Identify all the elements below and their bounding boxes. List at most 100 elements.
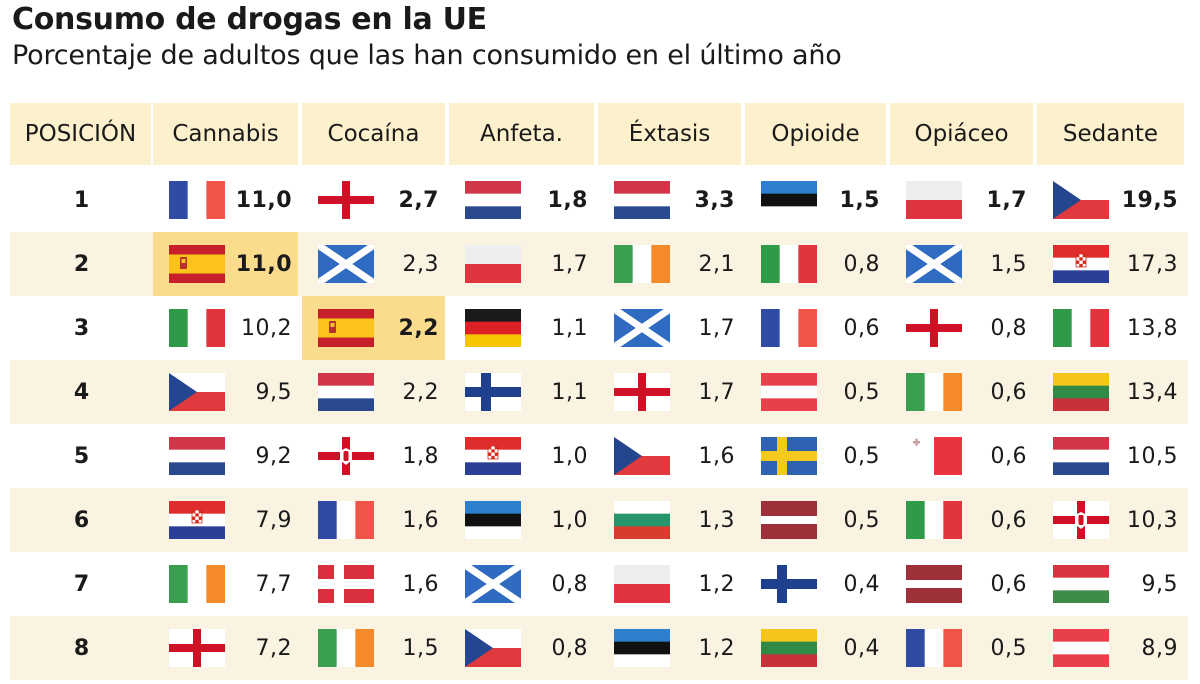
croatia-flag-icon [465, 437, 521, 475]
data-cell: 0,6 [890, 552, 1033, 616]
estonia-flag-icon [465, 501, 521, 539]
value-label: 1,7 [698, 379, 735, 405]
data-cell: 1,6 [598, 424, 741, 488]
data-cell: 9,5 [153, 360, 298, 424]
value-label: 0,6 [990, 443, 1027, 469]
data-cell: 1,1 [449, 360, 594, 424]
value-label: 0,6 [990, 379, 1027, 405]
data-cell: 7,9 [153, 488, 298, 552]
czech-republic-flag-icon [169, 373, 225, 411]
value-label: 1,5 [990, 251, 1027, 277]
lithuania-flag-icon [1053, 373, 1109, 411]
value-label: 0,4 [843, 635, 880, 661]
latvia-flag-icon [906, 565, 962, 603]
data-cell: 13,8 [1037, 296, 1184, 360]
estonia-flag-icon [614, 629, 670, 667]
croatia-flag-icon [169, 501, 225, 539]
value-label: 1,8 [402, 443, 439, 469]
value-label: 7,9 [255, 507, 292, 533]
data-cell: 10,3 [1037, 488, 1184, 552]
data-cell: 11,0 [153, 232, 298, 296]
lithuania-flag-icon [761, 629, 817, 667]
germany-flag-icon [465, 309, 521, 347]
latvia-flag-icon [761, 501, 817, 539]
france-flag-icon [761, 309, 817, 347]
data-cell: 2,2 [302, 296, 445, 360]
value-label: 9,5 [1141, 571, 1178, 597]
estonia-flag-icon [761, 181, 817, 219]
value-label: 11,0 [235, 187, 292, 213]
data-cell: 0,6 [745, 296, 886, 360]
data-cell: 7,2 [153, 616, 298, 680]
value-label: 10,2 [241, 315, 292, 341]
data-cell: 0,6 [890, 360, 1033, 424]
value-label: 10,3 [1127, 507, 1178, 533]
data-cell: 10,5 [1037, 424, 1184, 488]
column-header-5: Opiáceo [890, 103, 1033, 165]
scotland-flag-icon [465, 565, 521, 603]
data-cell: 1,2 [598, 552, 741, 616]
value-label: 2,7 [398, 187, 439, 213]
italy-flag-icon [1053, 309, 1109, 347]
england-flag-icon [318, 181, 374, 219]
data-cell: 0,6 [890, 424, 1033, 488]
data-cell: 1,8 [302, 424, 445, 488]
data-cell: 0,8 [449, 552, 594, 616]
data-cell: 2,1 [598, 232, 741, 296]
value-label: 1,0 [551, 443, 588, 469]
value-label: 3,3 [694, 187, 735, 213]
data-cell: 1,6 [302, 552, 445, 616]
netherlands-flag-icon [1053, 437, 1109, 475]
poland-flag-icon [465, 245, 521, 283]
data-cell: 10,2 [153, 296, 298, 360]
value-label: 0,5 [843, 443, 880, 469]
value-label: 13,4 [1127, 379, 1178, 405]
austria-flag-icon [761, 373, 817, 411]
value-label: 9,2 [255, 443, 292, 469]
poland-flag-icon [906, 181, 962, 219]
data-cell: 0,5 [745, 360, 886, 424]
ireland-flag-icon [318, 629, 374, 667]
rank-cell: 4 [73, 379, 90, 405]
data-cell: 0,4 [745, 616, 886, 680]
spain-flag-icon [318, 309, 374, 347]
data-cell: 17,3 [1037, 232, 1184, 296]
rank-cell: 5 [73, 443, 90, 469]
rank-cell: 2 [73, 251, 90, 277]
data-cell: 0,8 [890, 296, 1033, 360]
value-label: 10,5 [1127, 443, 1178, 469]
value-label: 0,4 [843, 571, 880, 597]
column-header-3: Éxtasis [598, 103, 741, 165]
denmark-flag-icon [318, 565, 374, 603]
spain-flag-icon [169, 245, 225, 283]
netherlands-flag-icon [614, 181, 670, 219]
data-cell: 11,0 [153, 168, 298, 232]
scotland-flag-icon [614, 309, 670, 347]
value-label: 1,7 [986, 187, 1027, 213]
rank-cell: 6 [73, 507, 90, 533]
value-label: 2,1 [698, 251, 735, 277]
sweden-flag-icon [761, 437, 817, 475]
data-cell: 0,6 [890, 488, 1033, 552]
netherlands-flag-icon [465, 181, 521, 219]
france-flag-icon [906, 629, 962, 667]
france-flag-icon [169, 181, 225, 219]
data-cell: 1,8 [449, 168, 594, 232]
italy-flag-icon [761, 245, 817, 283]
data-cell: 0,5 [745, 424, 886, 488]
scotland-flag-icon [906, 245, 962, 283]
page-subtitle: Porcentaje de adultos que las han consum… [12, 40, 842, 71]
value-label: 8,9 [1141, 635, 1178, 661]
column-header-4: Opioide [745, 103, 886, 165]
column-header-1: Cocaína [302, 103, 445, 165]
value-label: 1,1 [551, 315, 588, 341]
data-cell: 1,6 [302, 488, 445, 552]
austria-flag-icon [1053, 629, 1109, 667]
rank-cell: 7 [73, 571, 90, 597]
value-label: 2,2 [402, 379, 439, 405]
data-cell: 19,5 [1037, 168, 1184, 232]
rank-cell: 1 [73, 187, 90, 213]
ireland-flag-icon [614, 245, 670, 283]
value-label: 1,6 [402, 507, 439, 533]
value-label: 7,2 [255, 635, 292, 661]
